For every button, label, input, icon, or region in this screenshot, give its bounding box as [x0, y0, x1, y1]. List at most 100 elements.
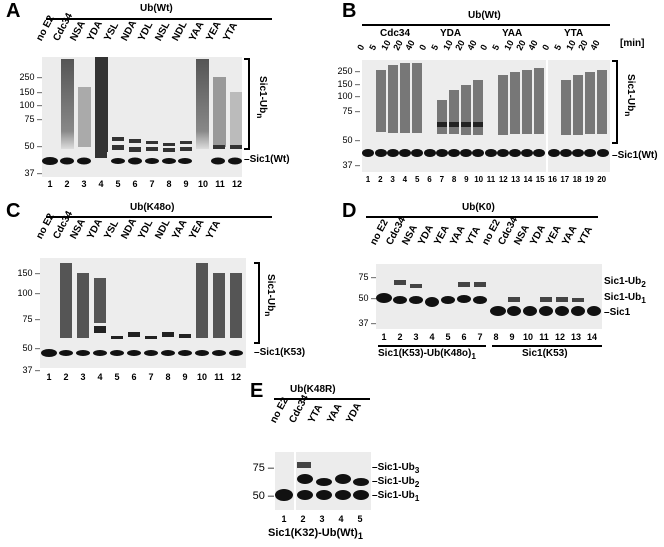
panel-b-lane-number: 10 [474, 175, 484, 184]
panel-a-lane-label: YDA [85, 19, 105, 43]
panel-d-base-label: –Sic1 [604, 307, 631, 318]
panel-b-mw-marker: 150 – [337, 79, 360, 89]
panel-e-lane-label: YTA [306, 402, 326, 425]
panel-a-lane-number: 5 [115, 179, 121, 189]
panel-c-base-label-text: Sic1(K53) [259, 347, 306, 358]
panel-d-lane-number: 10 [522, 332, 533, 342]
panel-b-time-label: 0 [416, 42, 428, 52]
panel-c-lane-label: YAA [170, 217, 190, 241]
panel-b-lane-number: 2 [378, 175, 383, 184]
panel-a-mw-marker: 50 – [24, 141, 42, 151]
panel-d-ub1-sub: 1 [641, 295, 646, 305]
panel-c-lane-label: YSL [102, 218, 122, 241]
panel-b-lane-number: 18 [572, 175, 582, 184]
panel-d-right-substrate: Sic1(K53) [522, 348, 568, 359]
panel-b-poly-label: Sic1-Ubn [623, 74, 636, 116]
panel-b-bracket-bottom [612, 142, 618, 144]
panel-c-lane-number: 2 [63, 372, 69, 382]
panel-b-poly-bracket [616, 60, 618, 144]
panel-b-lane-number: 11 [486, 175, 496, 184]
panel-e-substrate-text: Sic1(K32)-Ub(Wt) [268, 527, 358, 539]
panel-d-lane-label: YAA [448, 223, 468, 247]
panel-e-substrate-sub: 1 [357, 531, 363, 542]
panel-e-ub3-text: Sic1-Ub [377, 462, 415, 473]
panel-a-poly-label-sub: n [255, 113, 265, 119]
panel-d-lane-number: 7 [477, 332, 483, 342]
panel-a-poly-label: Sic1-Ubn [255, 76, 268, 118]
panel-d-ub1-text: Sic1-Ub [604, 292, 642, 303]
panel-a-lane-number: 11 [215, 179, 225, 189]
panel-a-lane-number: 3 [81, 179, 87, 189]
panel-a-mw-marker: 250 – [19, 72, 42, 82]
panel-d-lane-label: YDA [416, 223, 436, 247]
panel-c-lane-label: YEA [187, 217, 207, 241]
panel-e-ub1-label: –Sic1-Ub1 [372, 490, 420, 503]
panel-e-title: Ub(K48R) [290, 384, 336, 395]
panel-b-time-label: 40 [526, 38, 540, 52]
panel-c-title-rule [46, 216, 272, 218]
panel-b-poly-label-text: Sic1-Ub [625, 74, 636, 112]
panel-d-lane-number: 2 [397, 332, 403, 342]
panel-b-lane-number: 9 [464, 175, 469, 184]
panel-e-ub2-text: Sic1-Ub [377, 476, 415, 487]
panel-c-poly-label-text: Sic1-Ub [265, 274, 276, 312]
panel-d-gel-bands [376, 264, 602, 329]
panel-e-title-rule [274, 398, 370, 400]
panel-c-lane-label: NDA [119, 216, 140, 241]
panel-b-time-label: 40 [587, 38, 602, 52]
panel-c-mw-marker: 150 – [17, 268, 40, 278]
panel-c-lane-label: NDL [153, 217, 173, 241]
panel-b-time-label: 5 [490, 42, 502, 52]
panel-b-time-label: 20 [452, 38, 467, 52]
panel-d-gel [376, 264, 602, 329]
panel-b-lane-number: 5 [414, 175, 420, 184]
panel-e-lane-label: no E2 [268, 395, 291, 425]
panel-d-mw-marker: 75 – [358, 272, 376, 282]
panel-b-unit: [min] [620, 38, 645, 49]
panel-b-lane-number: 8 [451, 175, 457, 184]
panel-e-lane-number: 5 [357, 514, 363, 524]
panel-c-lane-label: YTA [204, 218, 224, 241]
panel-a-base-label-text: Sic1(Wt) [249, 154, 290, 165]
panel-b-mw-marker: 37 – [342, 160, 360, 170]
panel-e-ub1-sub: 1 [414, 493, 420, 503]
panel-e-ub1-text: Sic1-Ub [377, 490, 415, 501]
panel-d-ub1-label: Sic1-Ub1 [604, 292, 646, 305]
panel-d-ub2-label: Sic1-Ub2 [604, 276, 646, 289]
panel-b-group-label: Cdc34 [380, 28, 411, 39]
panel-b-time-label: 40 [464, 38, 479, 52]
panel-d-lane-number: 11 [539, 332, 549, 342]
panel-a-lane-number: 6 [132, 179, 138, 189]
panel-a-bracket-top [244, 58, 250, 60]
panel-letter-c: C [6, 200, 21, 222]
panel-c-lane-number: 12 [230, 372, 241, 382]
panel-a-lane-number: 12 [231, 179, 242, 189]
panel-b-base-label-text: Sic1(Wt) [617, 150, 658, 161]
panel-d-ub2-text: Sic1-Ub [604, 276, 642, 287]
panel-b-lane-number: 12 [498, 175, 508, 184]
panel-d-ub2-sub: 2 [641, 279, 646, 289]
panel-b-gel [362, 60, 610, 172]
panel-c-bracket-top [254, 262, 260, 264]
panel-b-time-label: 5 [428, 42, 440, 52]
panel-a-mw-marker: 150 – [19, 87, 42, 97]
panel-c-bracket-bottom [254, 342, 260, 344]
panel-e-ub3-label: –Sic1-Ub3 [372, 462, 420, 475]
panel-d-mw-marker: 37 – [358, 318, 376, 328]
panel-b-time-label: 0 [355, 42, 367, 52]
panel-b-lane-number: 3 [390, 175, 395, 184]
panel-d-lane-number: 3 [413, 332, 419, 342]
panel-b-time-label: 20 [514, 38, 528, 52]
panel-d-left-substrate-rule [378, 345, 486, 347]
panel-b-mw-marker: 50 – [342, 135, 360, 145]
panel-b-group-label: YDA [440, 28, 462, 39]
panel-a-lane-label: NSL [153, 20, 173, 43]
panel-letter-e: E [250, 380, 264, 402]
panel-d-lane-number: 13 [570, 332, 581, 342]
panel-b-lane-number: 19 [584, 175, 594, 184]
panel-c-lane-number: 5 [114, 372, 120, 382]
panel-b-lane-number: 15 [535, 175, 545, 184]
panel-b-time-label: 5 [551, 42, 563, 52]
panel-e-lane-number: 2 [300, 514, 306, 524]
panel-c-lane-number: 6 [131, 372, 137, 382]
